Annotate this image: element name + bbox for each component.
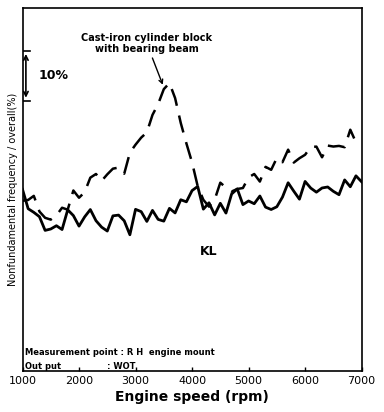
Text: Measurement point : R H  engine mount: Measurement point : R H engine mount	[25, 349, 215, 358]
Text: Out put                : WOT: Out put : WOT	[25, 362, 136, 371]
Text: 10%: 10%	[38, 69, 68, 82]
Y-axis label: Nonfundamental frequency / overall(%): Nonfundamental frequency / overall(%)	[8, 93, 18, 286]
X-axis label: Engine speed (rpm): Engine speed (rpm)	[115, 390, 269, 404]
Text: Cast-iron cylinder block
with bearing beam: Cast-iron cylinder block with bearing be…	[81, 33, 212, 83]
Text: KL: KL	[200, 246, 218, 258]
